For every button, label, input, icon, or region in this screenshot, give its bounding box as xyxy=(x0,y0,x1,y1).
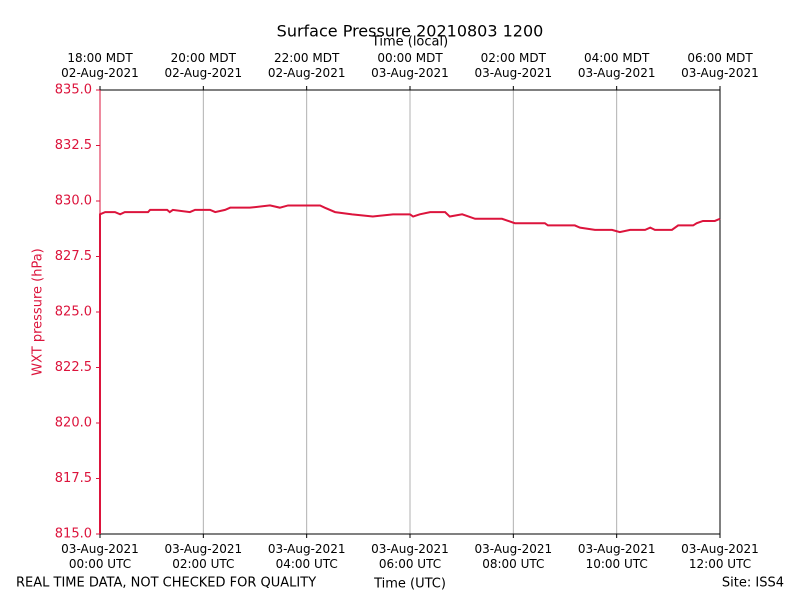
y-tick-label: 825.0 xyxy=(55,305,92,320)
y-tick-label: 817.5 xyxy=(55,471,92,486)
x-tick-label: 03-Aug-2021 06:00 UTC xyxy=(371,542,449,571)
data-line xyxy=(99,204,721,534)
x2-tick-label: 02:00 MDT 03-Aug-2021 xyxy=(474,51,553,80)
chart-title: Surface Pressure 20210803 1200 xyxy=(277,22,544,41)
footer-left: REAL TIME DATA, NOT CHECKED FOR QUALITY xyxy=(16,576,316,591)
y-axis-label: WXT pressure (hPa) xyxy=(31,248,46,376)
x-tick-label: 03-Aug-2021 12:00 UTC xyxy=(681,542,759,571)
x-tick-label: 03-Aug-2021 10:00 UTC xyxy=(577,542,656,571)
y-tick-label: 827.5 xyxy=(55,249,92,264)
x2-tick-label: 22:00 MDT 02-Aug-2021 xyxy=(267,51,346,80)
x-tick-label: 03-Aug-2021 00:00 UTC xyxy=(61,542,139,571)
x2-tick-label: 04:00 MDT 03-Aug-2021 xyxy=(577,51,656,80)
footer-right: Site: ISS4 xyxy=(722,576,784,591)
y-tick-label: 815.0 xyxy=(55,527,92,542)
x-axis-label: Time (UTC) xyxy=(373,577,446,592)
x2-tick-label: 06:00 MDT 03-Aug-2021 xyxy=(681,51,759,80)
x2-tick-label: 18:00 MDT 02-Aug-2021 xyxy=(61,51,139,80)
x-tick-label: 03-Aug-2021 08:00 UTC xyxy=(474,542,553,571)
y-tick-label: 822.5 xyxy=(55,360,92,375)
x2-tick-label: 20:00 MDT 02-Aug-2021 xyxy=(164,51,243,80)
x2-axis-label: Time (local) xyxy=(371,35,448,50)
y-tick-label: 820.0 xyxy=(55,416,92,431)
y-tick-label: 832.5 xyxy=(55,138,92,153)
x-tick-label: 03-Aug-2021 04:00 UTC xyxy=(267,542,346,571)
x-tick-label: 03-Aug-2021 02:00 UTC xyxy=(164,542,243,571)
y-tick-label: 835.0 xyxy=(55,83,92,98)
y-tick-label: 830.0 xyxy=(55,194,92,209)
x2-tick-label: 00:00 MDT 03-Aug-2021 xyxy=(371,51,449,80)
